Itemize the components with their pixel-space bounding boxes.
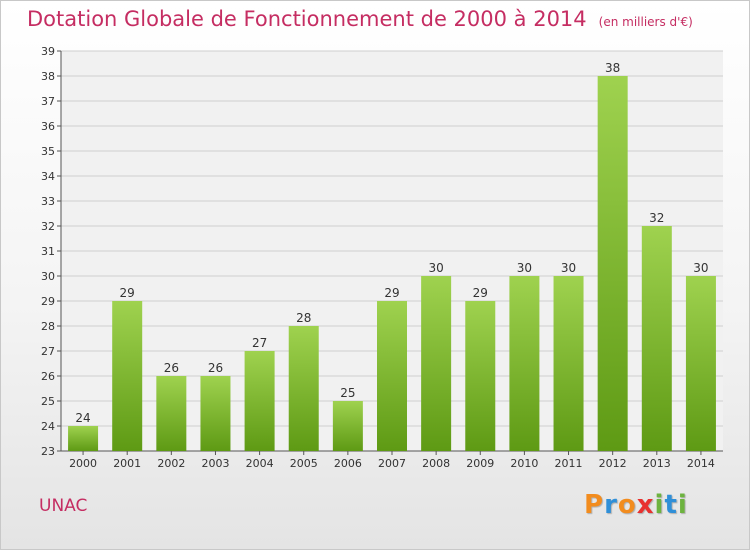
value-label-2009: 29 bbox=[473, 286, 488, 300]
value-label-2007: 29 bbox=[384, 286, 399, 300]
y-tick-label: 34 bbox=[41, 170, 55, 183]
value-label-2014: 30 bbox=[693, 261, 708, 275]
x-tick-label-2001: 2001 bbox=[113, 457, 141, 470]
x-tick-label-2009: 2009 bbox=[466, 457, 494, 470]
bar-2010 bbox=[509, 276, 540, 451]
logo-letter: t bbox=[664, 490, 678, 520]
logo-letter: r bbox=[604, 490, 618, 520]
value-label-2011: 30 bbox=[561, 261, 576, 275]
x-tick-label-2006: 2006 bbox=[334, 457, 362, 470]
y-tick-label: 37 bbox=[41, 95, 55, 108]
x-tick-label-2010: 2010 bbox=[510, 457, 538, 470]
y-tick-label: 31 bbox=[41, 245, 55, 258]
y-tick-label: 39 bbox=[41, 45, 55, 58]
y-tick-label: 32 bbox=[41, 220, 55, 233]
y-tick-label: 33 bbox=[41, 195, 55, 208]
x-tick-label-2005: 2005 bbox=[290, 457, 318, 470]
x-tick-label-2004: 2004 bbox=[246, 457, 274, 470]
x-tick-label-2003: 2003 bbox=[201, 457, 229, 470]
x-tick-label-2002: 2002 bbox=[157, 457, 185, 470]
x-tick-label-2014: 2014 bbox=[687, 457, 715, 470]
y-tick-label: 38 bbox=[41, 70, 55, 83]
y-tick-label: 23 bbox=[41, 445, 55, 458]
bar-2002 bbox=[156, 376, 187, 451]
bar-2011 bbox=[553, 276, 584, 451]
x-tick-label-2012: 2012 bbox=[599, 457, 627, 470]
value-label-2004: 27 bbox=[252, 336, 267, 350]
value-label-2010: 30 bbox=[517, 261, 532, 275]
logo-letter: P bbox=[584, 490, 605, 520]
bar-2014 bbox=[685, 276, 716, 451]
chart-title: Dotation Globale de Fonctionnement de 20… bbox=[27, 7, 693, 31]
y-tick-label: 30 bbox=[41, 270, 55, 283]
value-label-2006: 25 bbox=[340, 386, 355, 400]
value-label-2008: 30 bbox=[428, 261, 443, 275]
bar-2004 bbox=[244, 351, 275, 451]
commune-name: UNAC bbox=[39, 496, 88, 516]
bar-2012 bbox=[597, 76, 628, 451]
labels: 23 24 25 26 27 28 29 30 31 32 33 34 35 36 37 38 39 24 2000… bbox=[41, 45, 715, 470]
bar-2001 bbox=[112, 301, 143, 451]
x-tick-label-2011: 2011 bbox=[555, 457, 583, 470]
logo-letter: o bbox=[617, 490, 637, 520]
value-label-2001: 29 bbox=[120, 286, 135, 300]
bar-2007 bbox=[377, 301, 407, 451]
x-tick-label-2013: 2013 bbox=[643, 457, 671, 470]
y-tick-label: 35 bbox=[41, 145, 55, 158]
bar-2008 bbox=[421, 276, 452, 451]
bar-2009 bbox=[465, 301, 496, 451]
y-tick-label: 27 bbox=[41, 345, 55, 358]
bar-2003 bbox=[200, 376, 231, 451]
value-label-2005: 28 bbox=[296, 311, 311, 325]
value-label-2002: 26 bbox=[164, 361, 179, 375]
bar-2013 bbox=[641, 226, 672, 451]
logo-letter: i bbox=[677, 490, 688, 520]
x-tick-label-2007: 2007 bbox=[378, 457, 406, 470]
x-tick-label-2008: 2008 bbox=[422, 457, 450, 470]
chart-subtitle: (en milliers d'€) bbox=[598, 15, 693, 29]
value-label-2000: 24 bbox=[75, 411, 90, 425]
y-tick-label: 28 bbox=[41, 320, 55, 333]
logo-letter: i bbox=[654, 490, 665, 520]
value-label-2013: 32 bbox=[649, 211, 664, 225]
value-label-2012: 38 bbox=[605, 61, 620, 75]
chart-title-text: Dotation Globale de Fonctionnement de 20… bbox=[27, 7, 587, 31]
y-tick-label: 29 bbox=[41, 295, 55, 308]
logo-letter: x bbox=[636, 490, 655, 520]
x-tick-label-2000: 2000 bbox=[69, 457, 97, 470]
proxiti-logo: Proxiti bbox=[584, 490, 688, 520]
bar-2005 bbox=[288, 326, 319, 451]
bars bbox=[68, 76, 716, 451]
y-tick-label: 36 bbox=[41, 120, 55, 133]
bar-2006 bbox=[332, 401, 363, 451]
value-label-2003: 26 bbox=[208, 361, 223, 375]
bar-2000 bbox=[68, 426, 99, 451]
y-tick-label: 24 bbox=[41, 420, 55, 433]
y-tick-label: 26 bbox=[41, 370, 55, 383]
y-tick-label: 25 bbox=[41, 395, 55, 408]
